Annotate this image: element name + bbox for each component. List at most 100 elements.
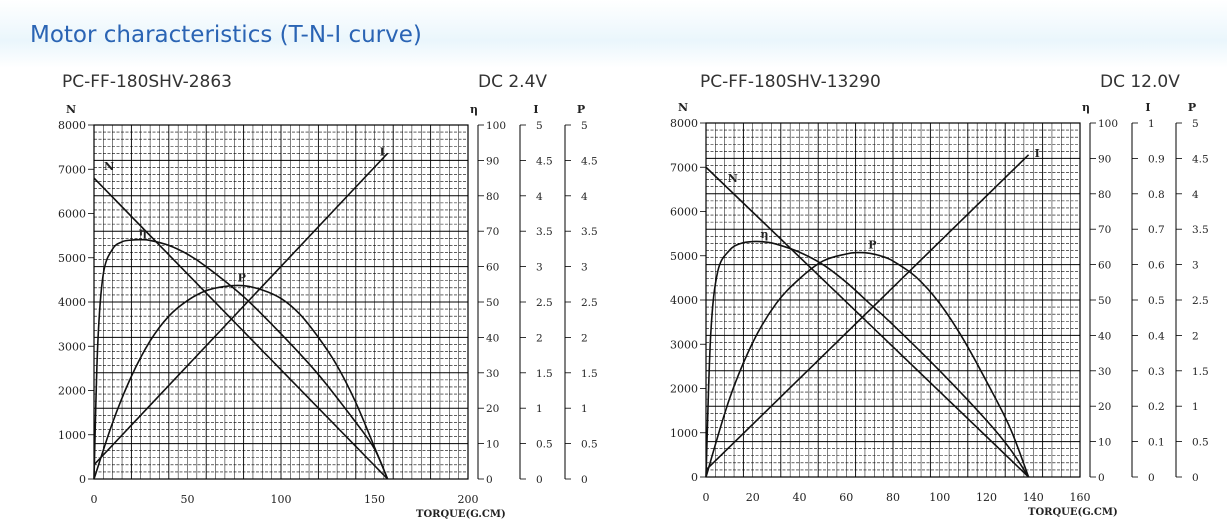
- series-line-I: [705, 154, 1030, 471]
- tick-label-P: 3.5: [581, 226, 598, 238]
- axis-name-eta: η: [1082, 101, 1090, 114]
- tick-label-I: 0.8: [1148, 189, 1165, 201]
- tick-label-eta: 20: [486, 403, 499, 415]
- chart-1-model: PC-FF-180SHV-2863: [62, 72, 232, 92]
- tick-label-I: 0.2: [1148, 401, 1165, 413]
- curve-label-eta: η: [760, 228, 768, 241]
- chart-2-voltage: DC 12.0V: [1100, 72, 1180, 92]
- tick-label-P: 4: [581, 191, 588, 203]
- x-tick-label: 120: [976, 491, 997, 504]
- tick-label-I: 3.5: [536, 226, 553, 238]
- tick-label-eta: 100: [1098, 118, 1118, 130]
- tick-label-N: 1000: [58, 429, 86, 442]
- tick-label-I: 1: [536, 403, 543, 415]
- tick-label-I: 4: [536, 191, 543, 203]
- series-line-P: [93, 284, 389, 480]
- tick-label-I: 0.9: [1148, 153, 1165, 165]
- tick-label-I: 0.3: [1148, 366, 1165, 378]
- tick-label-eta: 80: [1098, 189, 1111, 201]
- tick-label-I: 2.5: [536, 297, 553, 309]
- tick-label-eta: 50: [486, 297, 499, 309]
- x-tick-label: 200: [458, 493, 479, 506]
- tick-label-I: 0.4: [1148, 330, 1165, 342]
- tick-label-I: 1: [1148, 118, 1155, 130]
- tick-label-P: 2.5: [581, 297, 598, 309]
- x-tick-label: 100: [929, 491, 950, 504]
- series-line-N: [93, 177, 389, 480]
- tick-label-I: 0.5: [536, 439, 553, 451]
- tick-label-P: 0.5: [581, 439, 598, 451]
- axis-name-I: I: [1145, 101, 1150, 114]
- tick-label-eta: 60: [1098, 260, 1111, 272]
- tick-label-I: 2: [536, 332, 543, 344]
- tick-label-eta: 80: [486, 191, 499, 203]
- tick-label-N: 0: [691, 471, 698, 484]
- header-band: [0, 0, 1227, 68]
- tick-label-I: 0: [1148, 472, 1155, 484]
- tick-label-P: 1.5: [1192, 366, 1209, 378]
- axis-name-N: N: [678, 101, 688, 114]
- tick-label-N: 6000: [58, 208, 86, 221]
- tick-label-N: 5000: [670, 250, 698, 263]
- curve-label-N: N: [104, 160, 114, 173]
- page-title: Motor characteristics (T-N-I curve): [30, 22, 422, 48]
- tick-label-N: 3000: [670, 338, 698, 351]
- tick-label-eta: 90: [486, 155, 499, 167]
- curve-label-I: I: [380, 145, 385, 158]
- tick-label-N: 5000: [58, 252, 86, 265]
- tick-label-P: 3: [1192, 260, 1199, 272]
- x-tick-label: 100: [271, 493, 292, 506]
- tick-label-N: 3000: [58, 340, 86, 353]
- x-tick-label: 150: [364, 493, 385, 506]
- tick-label-eta: 10: [486, 439, 499, 451]
- tick-label-eta: 60: [486, 262, 499, 274]
- tick-label-eta: 40: [486, 332, 499, 344]
- tick-label-N: 8000: [670, 117, 698, 130]
- series-line-N: [705, 166, 1030, 478]
- tick-label-N: 4000: [670, 294, 698, 307]
- tick-label-P: 2: [581, 332, 588, 344]
- tick-label-P: 0: [1192, 472, 1199, 484]
- curve-label-N: N: [728, 172, 738, 185]
- tick-label-eta: 20: [1098, 401, 1111, 413]
- x-tick-label: 80: [886, 491, 900, 504]
- x-tick-label: 160: [1070, 491, 1091, 504]
- tick-label-P: 5: [1192, 118, 1199, 130]
- axis-name-N: N: [66, 103, 76, 116]
- tick-label-P: 3: [581, 262, 588, 274]
- tick-label-eta: 70: [1098, 224, 1111, 236]
- tick-label-I: 0.5: [1148, 295, 1165, 307]
- tick-label-eta: 90: [1098, 153, 1111, 165]
- axis-name-I: I: [533, 103, 538, 116]
- tick-label-P: 5: [581, 120, 588, 132]
- tick-label-P: 1: [1192, 401, 1199, 413]
- series-line-eta: [93, 238, 389, 480]
- tick-label-I: 0.1: [1148, 437, 1165, 449]
- tick-label-P: 1: [581, 403, 588, 415]
- curve-label-P: P: [238, 272, 246, 285]
- x-tick-label: 50: [181, 493, 195, 506]
- x-axis-label: TORQUE(G.CM): [416, 509, 506, 520]
- tick-label-N: 6000: [670, 206, 698, 219]
- tick-label-P: 0.5: [1192, 437, 1209, 449]
- chart-2-model: PC-FF-180SHV-13290: [700, 72, 881, 92]
- tick-label-P: 3.5: [1192, 224, 1209, 236]
- tick-label-N: 7000: [670, 161, 698, 174]
- tick-label-N: 4000: [58, 296, 86, 309]
- tick-label-eta: 0: [486, 474, 493, 486]
- tick-label-eta: 0: [1098, 472, 1105, 484]
- tick-label-P: 0: [581, 474, 588, 486]
- tick-label-I: 0.7: [1148, 224, 1165, 236]
- x-tick-label: 40: [793, 491, 807, 504]
- axis-name-P: P: [1188, 101, 1196, 114]
- tick-label-N: 2000: [58, 385, 86, 398]
- x-tick-label: 60: [839, 491, 853, 504]
- series-line-P: [705, 251, 1030, 478]
- tick-label-P: 4.5: [1192, 153, 1209, 165]
- tick-label-P: 2: [1192, 330, 1199, 342]
- tick-label-I: 1.5: [536, 368, 553, 380]
- tick-label-I: 5: [536, 120, 543, 132]
- tick-label-eta: 50: [1098, 295, 1111, 307]
